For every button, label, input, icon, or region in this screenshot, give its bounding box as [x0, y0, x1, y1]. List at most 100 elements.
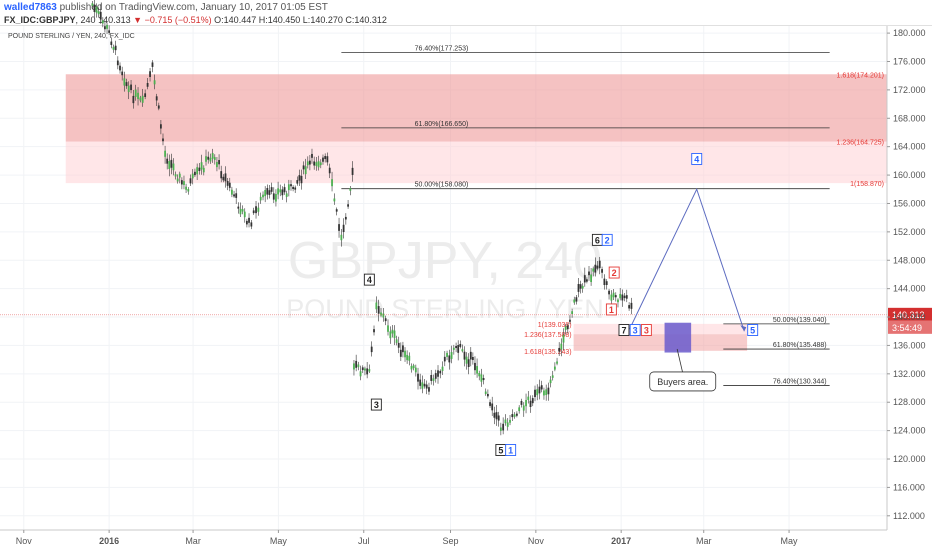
candle-body [430, 374, 433, 381]
candle-body [328, 167, 331, 174]
candle-body [425, 384, 428, 389]
candle-body [491, 403, 494, 411]
candle-body [423, 383, 426, 387]
candle-body [441, 366, 444, 371]
last-price-tag-text: 140.312 [892, 310, 925, 320]
wave-label: 2 [612, 268, 617, 278]
x-tick-label: May [781, 536, 799, 546]
y-tick-label: 156.000 [893, 198, 926, 208]
candle-body [482, 377, 485, 381]
candle-body [577, 283, 580, 292]
candle-body [340, 234, 343, 241]
candle-body [605, 281, 608, 285]
y-tick-label: 152.000 [893, 227, 926, 237]
candle-body [357, 364, 360, 368]
candle-body [235, 193, 238, 198]
candle-body [520, 400, 523, 405]
wave-label: 1 [508, 445, 513, 455]
candle-body [461, 349, 464, 352]
candle-body [272, 193, 275, 200]
candle-body [621, 294, 624, 301]
fib-zone [573, 334, 748, 351]
candle-body [213, 157, 216, 160]
candle-body [298, 175, 301, 181]
fib-levels: 76.40%(177.253) 61.80%(166.650) 50.00%(158… [341, 46, 884, 386]
candle-body [101, 20, 104, 24]
candle-body [373, 329, 375, 333]
candle-body [419, 379, 422, 386]
candle-body [294, 187, 297, 190]
candle-body [344, 216, 347, 220]
candle-body [432, 378, 435, 381]
candle-body [612, 292, 615, 298]
y-tick-label: 168.000 [893, 113, 926, 123]
candle-body [270, 187, 273, 192]
candle-body [414, 367, 417, 373]
candle-body [149, 71, 151, 77]
change-arrow-icon: ▼ [133, 15, 143, 25]
symbol-name: FX_IDC:GBPJPY [4, 15, 76, 25]
candle-body [243, 211, 246, 218]
candle-body [476, 366, 478, 374]
candle-body [511, 414, 514, 418]
last-price: 140.313 [98, 15, 131, 25]
candle-body [359, 371, 362, 377]
candle-body [347, 204, 349, 207]
candle-body [95, 6, 98, 13]
y-tick-label: 112.000 [893, 511, 925, 521]
wave-label-box [691, 153, 703, 165]
instrument-caption: POUND STERLING / YEN, 240, FX_IDC [8, 33, 135, 40]
extension-label: 1.236(164.725) [837, 140, 884, 147]
candle-body [262, 194, 264, 198]
fib-zone [65, 74, 888, 142]
wave-label-box [747, 324, 759, 336]
candle-body [237, 206, 240, 209]
candle-body [266, 188, 269, 195]
candle-body [486, 393, 489, 397]
x-tick-label: 2017 [611, 536, 631, 546]
candle-body [469, 351, 472, 360]
author-link[interactable]: walled7863 [4, 2, 57, 13]
candle-body [623, 295, 626, 299]
candle-body [216, 161, 218, 168]
fib-label: 61.80%(135.488) [773, 342, 827, 349]
candle-body [144, 93, 147, 97]
candle-body [351, 167, 354, 175]
candle-body [302, 165, 305, 170]
candle-body [448, 355, 451, 363]
zones [65, 74, 888, 353]
x-tick-label: Nov [16, 536, 33, 546]
candle-body [106, 24, 108, 29]
candle-body [168, 161, 171, 169]
publish-info: walled7863 published on TradingView.com,… [4, 2, 328, 13]
y-tick-label: 132.000 [893, 369, 926, 379]
callout-text: Buyers area. [657, 377, 708, 387]
candle-body [421, 382, 424, 389]
candle-body [443, 356, 446, 362]
y-tick-label: 116.000 [893, 482, 925, 492]
candle-body [220, 171, 223, 179]
publish-text: published on TradingView.com, January 10… [56, 2, 328, 13]
candle-body [241, 209, 244, 212]
wave-label: 3 [633, 326, 638, 336]
wave-label: 6 [595, 235, 600, 245]
low-label: L: [302, 15, 311, 25]
candle-body [455, 346, 457, 349]
candle-body [155, 96, 158, 101]
candle-body [290, 184, 292, 187]
candle-body [275, 193, 277, 202]
candle-body [222, 176, 225, 181]
watermark-name: POUND STERLING / YEN [286, 294, 604, 324]
candle-body [614, 295, 617, 298]
candle-body [566, 325, 569, 330]
candle-body [518, 407, 521, 412]
candle-body [412, 365, 415, 369]
wave-label: 4 [694, 154, 699, 164]
candle-body [527, 396, 530, 400]
candle-body [200, 162, 203, 170]
candle-body [417, 373, 419, 382]
extension-label: 1.618(135.243) [524, 349, 571, 356]
candle-body [513, 414, 516, 417]
price-change: −0.715 (−0.51%) [144, 15, 212, 25]
